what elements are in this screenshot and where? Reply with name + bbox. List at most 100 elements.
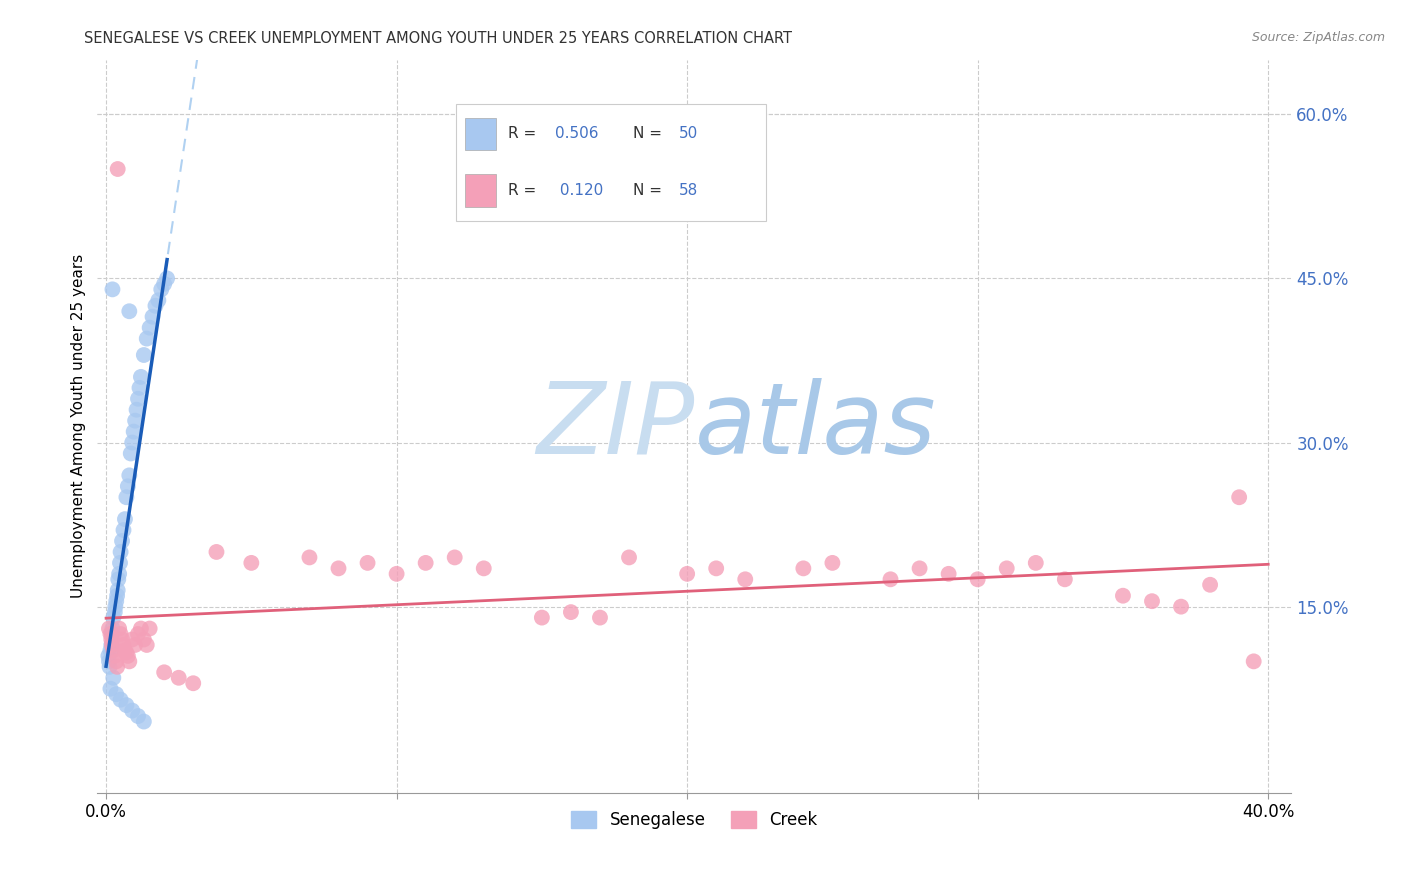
- Point: [205, 545, 228, 559]
- Point: [108, 622, 131, 636]
- Point: [98, 660, 121, 674]
- Point: [104, 648, 127, 663]
- Point: [100, 627, 122, 641]
- Point: [1199, 578, 1222, 592]
- Point: [181, 676, 204, 690]
- Point: [100, 643, 122, 657]
- Point: [105, 687, 128, 701]
- Point: [105, 660, 128, 674]
- Point: [135, 638, 157, 652]
- Point: [101, 282, 124, 296]
- Point: [120, 446, 142, 460]
- Point: [734, 572, 756, 586]
- Point: [908, 561, 931, 575]
- Point: [125, 402, 148, 417]
- Point: [117, 648, 139, 663]
- Point: [150, 282, 173, 296]
- Text: atlas: atlas: [695, 377, 936, 475]
- Point: [124, 414, 146, 428]
- Point: [138, 320, 160, 334]
- Point: [104, 599, 127, 614]
- Point: [105, 594, 128, 608]
- Point: [148, 293, 170, 308]
- Point: [1053, 572, 1076, 586]
- Point: [115, 490, 138, 504]
- Point: [108, 566, 131, 581]
- Point: [135, 332, 157, 346]
- Point: [101, 622, 124, 636]
- Point: [98, 654, 121, 668]
- Point: [443, 550, 465, 565]
- Point: [617, 550, 640, 565]
- Point: [589, 610, 612, 624]
- Point: [118, 654, 141, 668]
- Point: [118, 468, 141, 483]
- Point: [966, 572, 988, 586]
- Point: [112, 523, 135, 537]
- Point: [100, 638, 122, 652]
- Point: [879, 572, 901, 586]
- Point: [138, 622, 160, 636]
- Point: [115, 698, 138, 712]
- Point: [112, 638, 135, 652]
- Point: [530, 610, 553, 624]
- Point: [114, 643, 136, 657]
- Point: [103, 671, 125, 685]
- Point: [103, 610, 125, 624]
- Point: [117, 479, 139, 493]
- Text: ZIP: ZIP: [536, 377, 695, 475]
- Point: [107, 572, 129, 586]
- Point: [129, 370, 152, 384]
- Point: [103, 643, 125, 657]
- Point: [472, 561, 495, 575]
- Point: [118, 304, 141, 318]
- Point: [121, 632, 143, 647]
- Point: [110, 692, 132, 706]
- Text: Source: ZipAtlas.com: Source: ZipAtlas.com: [1251, 31, 1385, 45]
- Point: [385, 566, 408, 581]
- Point: [127, 627, 149, 641]
- Point: [153, 277, 176, 291]
- Point: [142, 310, 165, 324]
- Point: [110, 627, 132, 641]
- Y-axis label: Unemployment Among Youth under 25 years: Unemployment Among Youth under 25 years: [72, 254, 86, 599]
- Point: [995, 561, 1018, 575]
- Point: [240, 556, 263, 570]
- Point: [298, 550, 321, 565]
- Point: [1170, 599, 1192, 614]
- Point: [792, 561, 814, 575]
- Point: [107, 161, 129, 176]
- Point: [111, 632, 134, 647]
- Legend: Senegalese, Creek: Senegalese, Creek: [565, 804, 824, 836]
- Point: [100, 632, 122, 647]
- Point: [132, 632, 155, 647]
- Point: [1243, 654, 1265, 668]
- Point: [676, 566, 699, 581]
- Point: [127, 709, 149, 723]
- Text: SENEGALESE VS CREEK UNEMPLOYMENT AMONG YOUTH UNDER 25 YEARS CORRELATION CHART: SENEGALESE VS CREEK UNEMPLOYMENT AMONG Y…: [84, 31, 793, 46]
- Point: [153, 665, 176, 680]
- Point: [111, 534, 134, 549]
- Point: [1140, 594, 1163, 608]
- Point: [938, 566, 960, 581]
- Point: [156, 271, 179, 285]
- Point: [121, 435, 143, 450]
- Point: [101, 638, 124, 652]
- Point: [1227, 490, 1250, 504]
- Point: [132, 348, 155, 362]
- Point: [128, 381, 150, 395]
- Point: [328, 561, 350, 575]
- Point: [356, 556, 378, 570]
- Point: [114, 512, 136, 526]
- Point: [167, 671, 190, 685]
- Point: [415, 556, 437, 570]
- Point: [124, 638, 146, 652]
- Point: [122, 425, 145, 439]
- Point: [560, 605, 582, 619]
- Point: [107, 583, 129, 598]
- Point: [1112, 589, 1135, 603]
- Point: [100, 681, 122, 696]
- Point: [98, 622, 121, 636]
- Point: [704, 561, 727, 575]
- Point: [101, 627, 124, 641]
